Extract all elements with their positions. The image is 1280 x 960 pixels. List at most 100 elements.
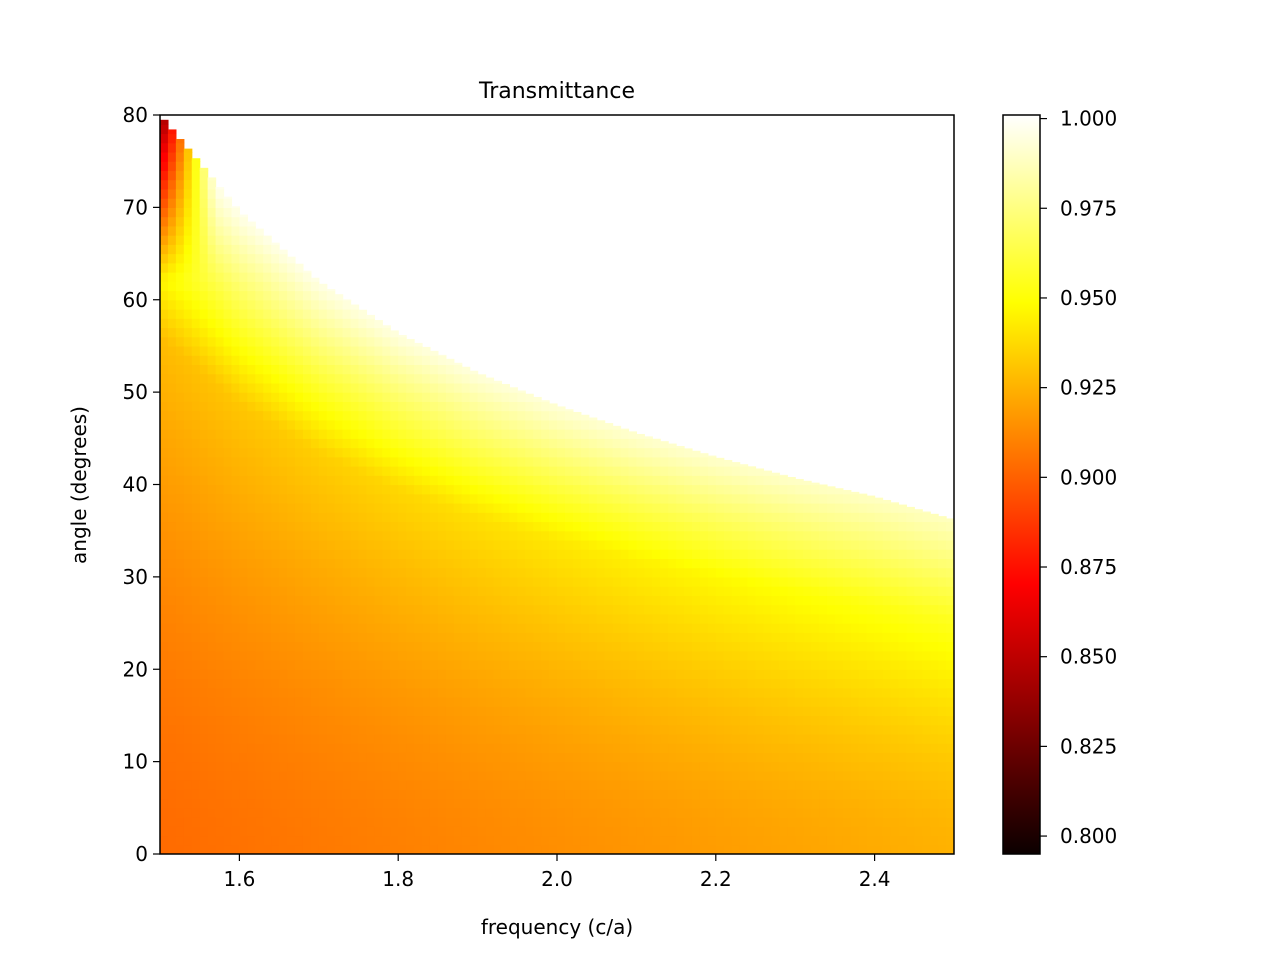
heatmap-cell [501, 539, 510, 550]
heatmap-cell [398, 789, 407, 800]
heatmap-cell [255, 235, 264, 245]
heatmap-cell [580, 595, 590, 606]
heatmap-cell [469, 613, 479, 624]
heatmap-cell [167, 521, 177, 532]
heatmap-cell [414, 466, 423, 476]
heatmap-cell [604, 475, 614, 486]
heatmap-cell [199, 761, 209, 772]
heatmap-cell [564, 641, 574, 652]
heatmap-cell [715, 789, 725, 800]
heatmap-cell [485, 733, 495, 744]
heatmap-cell [612, 687, 622, 698]
heatmap-cell [207, 613, 217, 624]
heatmap-cell [739, 530, 749, 541]
heatmap-cell [302, 798, 312, 809]
heatmap-cell [183, 235, 193, 245]
heatmap-cell [223, 336, 233, 347]
heatmap-cell [247, 253, 256, 264]
heatmap-cell [414, 373, 423, 384]
heatmap-cell [739, 752, 749, 763]
heatmap-cell [739, 743, 749, 753]
heatmap-cell [469, 586, 479, 596]
heatmap-cell [533, 715, 542, 726]
heatmap-cell [787, 687, 796, 698]
heatmap-cell [620, 428, 630, 430]
heatmap-cell [302, 438, 312, 449]
heatmap-cell [279, 484, 288, 495]
heatmap-cell [549, 466, 558, 476]
heatmap-cell [326, 355, 336, 366]
heatmap-cell [191, 253, 201, 264]
heatmap-cell [874, 752, 884, 763]
heatmap-cell [715, 530, 725, 541]
heatmap-cell [874, 660, 884, 670]
heatmap-cell [509, 770, 518, 781]
heatmap-cell [366, 318, 375, 329]
heatmap-cell [644, 807, 653, 818]
heatmap-cell [572, 743, 582, 753]
heatmap-cell [406, 715, 415, 726]
heatmap-cell [834, 641, 844, 652]
heatmap-cell [398, 752, 407, 763]
heatmap-cell [271, 539, 280, 550]
heatmap-cell [882, 715, 892, 726]
heatmap-cell [223, 235, 233, 245]
heatmap-cell [826, 669, 836, 680]
heatmap-cell [509, 447, 518, 458]
heatmap-cell [803, 530, 812, 541]
heatmap-cell [755, 660, 765, 670]
heatmap-cell [557, 429, 566, 439]
heatmap-cell [271, 336, 280, 347]
heatmap-cell [715, 733, 725, 744]
heatmap-cell [525, 743, 534, 753]
heatmap-cell [414, 696, 423, 707]
heatmap-cell [382, 410, 391, 421]
heatmap-cell [422, 678, 431, 689]
heatmap-cell [263, 290, 272, 301]
heatmap-cell [850, 844, 860, 854]
heatmap-cell [564, 613, 574, 624]
heatmap-cell [549, 530, 558, 541]
heatmap-cell [398, 817, 407, 827]
heatmap-cell [294, 807, 304, 818]
heatmap-cell [636, 530, 645, 541]
heatmap-cell [668, 512, 677, 523]
heatmap-cell [374, 419, 383, 430]
heatmap-cell [414, 650, 423, 661]
heatmap-cell [255, 401, 264, 412]
heatmap-cell [779, 669, 788, 680]
heatmap-cell [485, 604, 495, 615]
heatmap-cell [263, 512, 272, 523]
heatmap-cell [247, 586, 256, 596]
heatmap-cell [668, 761, 677, 772]
heatmap-cell [167, 429, 177, 439]
heatmap-cell [310, 502, 320, 513]
heatmap-cell [509, 502, 518, 513]
heatmap-cell [175, 139, 185, 144]
heatmap-cell [890, 835, 900, 846]
heatmap-cell [898, 789, 907, 800]
heatmap-cell [850, 696, 860, 707]
heatmap-cell [676, 733, 685, 744]
heatmap-cell [326, 401, 336, 412]
heatmap-cell [160, 613, 169, 624]
heatmap-cell [826, 623, 836, 633]
heatmap-cell [469, 669, 479, 680]
heatmap-cell [160, 170, 169, 181]
heatmap-cell [636, 466, 645, 476]
heatmap-cell [509, 669, 518, 680]
heatmap-cell [406, 826, 415, 837]
heatmap-cell [287, 669, 296, 680]
heatmap-cell [517, 687, 526, 698]
heatmap-cell [572, 429, 582, 439]
heatmap-cell [866, 798, 876, 809]
heatmap-cell [691, 604, 701, 615]
heatmap-cell [191, 235, 201, 245]
heatmap-cell [485, 660, 495, 670]
heatmap-cell [255, 373, 264, 384]
heatmap-cell [461, 373, 471, 384]
heatmap-cell [326, 512, 336, 523]
heatmap-cell [684, 650, 693, 661]
heatmap-cell [287, 392, 296, 402]
heatmap-cell [358, 438, 368, 449]
